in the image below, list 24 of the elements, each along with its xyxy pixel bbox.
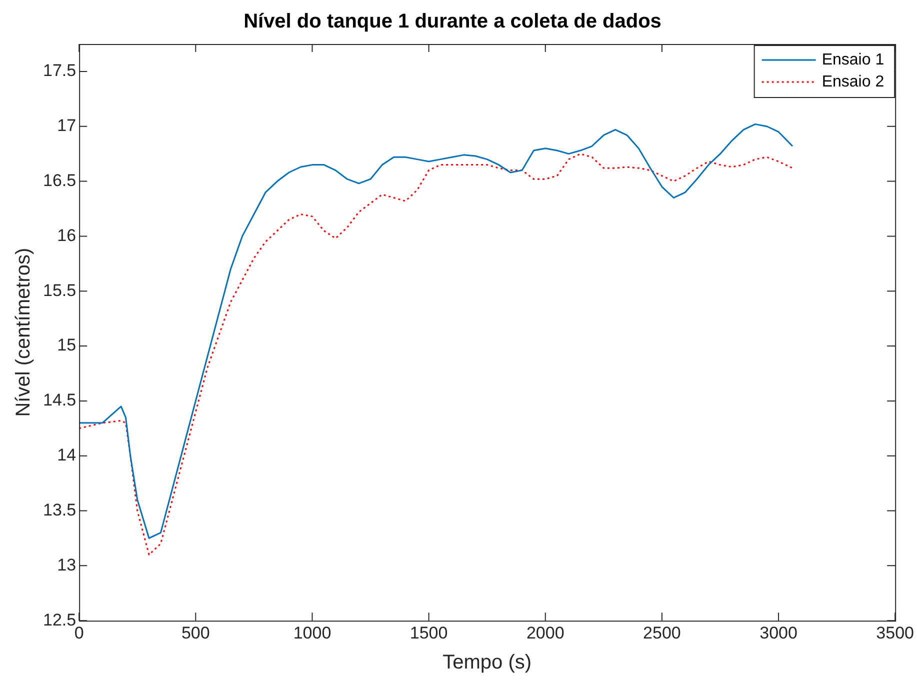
legend-label: Ensaio 2 [822,73,884,90]
x-tick-label: 2000 [526,623,564,642]
y-tick-label: 17.5 [42,61,76,80]
x-tick-label: 3000 [760,623,798,642]
y-tick-label: 17 [57,116,76,136]
x-tick-label: 1500 [410,623,448,642]
x-tick-label: 500 [181,623,210,642]
y-tick-label: 12.5 [42,610,76,630]
legend-label: Ensaio 1 [822,51,884,68]
y-tick-label: 16 [57,226,76,245]
x-tick-label: 3500 [876,623,914,642]
x-axis-title: Tempo (s) [442,652,532,674]
y-tick-label: 16.5 [42,170,76,190]
y-tick-label: 13 [57,555,76,574]
x-tick-label: 2500 [643,623,681,642]
y-tick-label: 15.5 [42,280,76,300]
x-tick-label: 0 [74,623,84,642]
chart-title: Nível do tanque 1 durante a coleta de dados [244,10,662,33]
y-tick-label: 14 [57,446,76,465]
y-axis-title: Nível (centímetros) [12,248,35,417]
x-tick-label: 1000 [293,623,332,642]
y-tick-label: 14.5 [42,390,76,410]
y-tick-label: 15 [57,336,76,355]
y-tick-label: 13.5 [42,500,76,520]
